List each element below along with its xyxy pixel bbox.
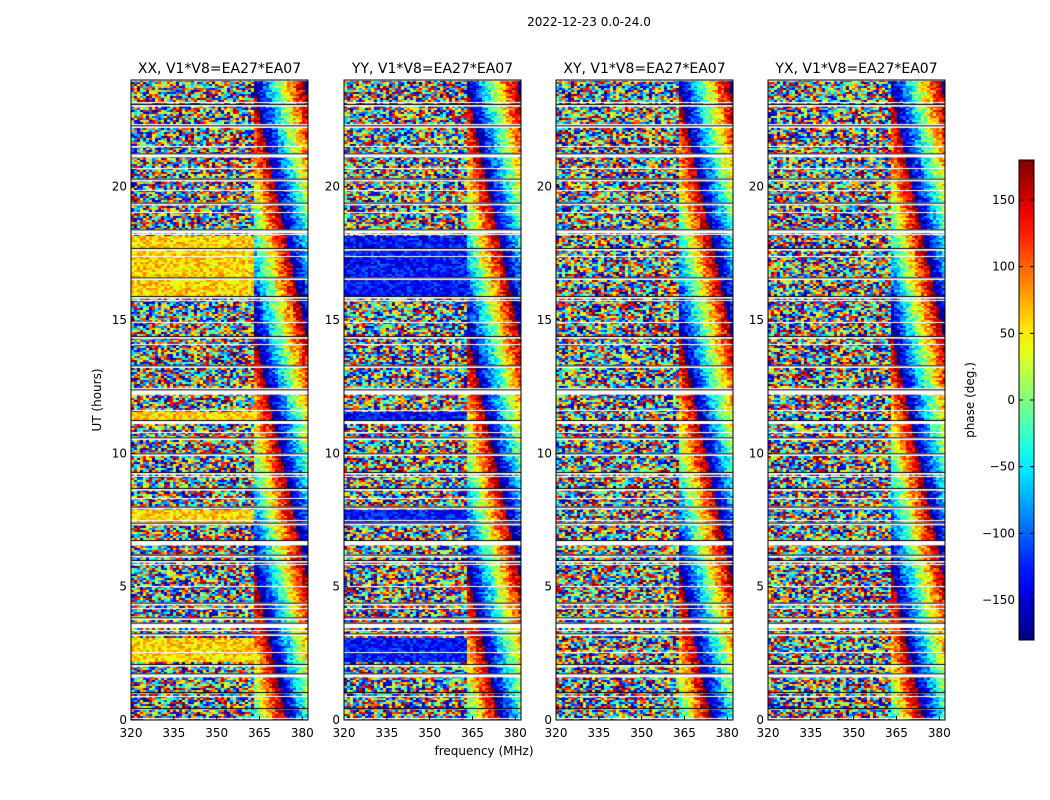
panel-3-ytick-label-0: 0: [756, 713, 764, 727]
panel-1-ytick-label-0: 0: [332, 713, 340, 727]
colorbar: 150 100 50 0 −50 −100 −150: [982, 159, 1035, 641]
colorbar-tick-label-0: 150: [992, 193, 1015, 207]
panel-0-heatmap: [131, 80, 308, 720]
panel-1-ytick-label-3: 15: [325, 313, 340, 327]
panel-0-ytick-label-2: 10: [112, 446, 127, 460]
panel-2-heatmap: [556, 80, 733, 720]
panel-2-ytick-label-1: 5: [544, 580, 552, 594]
panel-2-xtick-label-0: 320: [545, 726, 568, 740]
panel-3-heatmap: [768, 80, 945, 720]
panel-3-frame: [767, 79, 946, 721]
colorbar-tick-label-2: 50: [1000, 326, 1015, 340]
panel-0-frame: [130, 79, 309, 721]
x-axis-label: frequency (MHz): [434, 744, 533, 758]
colorbar-tick-label-5: −100: [982, 526, 1015, 540]
colorbar-tick-label-4: −50: [990, 460, 1015, 474]
panel-0-xtick-label-0: 320: [120, 726, 143, 740]
panel-0-xtick-label-2: 350: [205, 726, 228, 740]
panel-2-title: XY, V1*V8=EA27*EA07: [563, 61, 725, 77]
panel-2-xtick-label-2: 350: [630, 726, 653, 740]
panel-1-ytick-label-1: 5: [332, 580, 340, 594]
panel-3-title: YX, V1*V8=EA27*EA07: [774, 61, 937, 77]
panel-2-ytick-label-4: 20: [537, 180, 552, 194]
panels-group: XX, V1*V8=EA27*EA07 320 335 350 365 380 0 5 10 15…: [112, 61, 951, 740]
panel-1-xtick-label-1: 335: [375, 726, 398, 740]
panel-3-xtick-label-0: 320: [757, 726, 780, 740]
colorbar-tick-label-1: 100: [992, 260, 1015, 274]
panel-3-xtick-label-2: 350: [842, 726, 865, 740]
colorbar-label: phase (deg.): [963, 362, 977, 438]
panel-3-ytick-label-4: 20: [749, 180, 764, 194]
panel-1-xtick-label-4: 380: [504, 726, 527, 740]
figure-suptitle: 2022-12-23 0.0-24.0: [527, 15, 651, 29]
y-axis-label: UT (hours): [90, 368, 104, 431]
panel-1-frame: [343, 79, 522, 721]
panel-1-heatmap: [344, 80, 521, 720]
colorbar-tick-label-3: 0: [1007, 393, 1015, 407]
panel-2-ytick-label-0: 0: [544, 713, 552, 727]
panel-3-xtick-label-3: 365: [885, 726, 908, 740]
panel-2-ytick-label-3: 15: [537, 313, 552, 327]
panel-0: XX, V1*V8=EA27*EA07 320 335 350 365 380 0 5 10 15…: [112, 61, 314, 740]
panel-3-ytick-label-3: 15: [749, 313, 764, 327]
panel-2: XY, V1*V8=EA27*EA07 320 335 350 365 380 0 5 10 15…: [537, 61, 739, 740]
panel-0-ytick-label-4: 20: [112, 180, 127, 194]
panel-0-xtick-label-3: 365: [248, 726, 271, 740]
panel-3: YX, V1*V8=EA27*EA07 320 335 350 365 380 0 5 10 15…: [749, 61, 951, 740]
panel-1: YY, V1*V8=EA27*EA07 320 335 350 365 380 0 5 10 15…: [325, 61, 527, 740]
panel-0-ytick-label-3: 15: [112, 313, 127, 327]
panel-1-ytick-label-4: 20: [325, 180, 340, 194]
panel-1-xtick-label-2: 350: [418, 726, 441, 740]
panel-0-xtick-label-4: 380: [291, 726, 314, 740]
panel-2-frame: [555, 79, 734, 721]
panel-2-xtick-label-4: 380: [716, 726, 739, 740]
panel-1-xtick-label-3: 365: [461, 726, 484, 740]
panel-3-xtick-label-1: 335: [799, 726, 822, 740]
panel-0-ytick-label-0: 0: [119, 713, 127, 727]
panel-1-title: YY, V1*V8=EA27*EA07: [351, 61, 513, 77]
panel-0-ytick-label-1: 5: [119, 580, 127, 594]
panel-0-title: XX, V1*V8=EA27*EA07: [138, 61, 301, 77]
colorbar-tick-label-6: −150: [982, 593, 1015, 607]
panel-3-ytick-label-2: 10: [749, 446, 764, 460]
panel-2-xtick-label-1: 335: [587, 726, 610, 740]
panel-3-ytick-label-1: 5: [756, 580, 764, 594]
panel-1-xtick-label-0: 320: [333, 726, 356, 740]
panel-1-ytick-label-2: 10: [325, 446, 340, 460]
panel-0-xtick-label-1: 335: [162, 726, 185, 740]
panel-2-xtick-label-3: 365: [673, 726, 696, 740]
panel-3-xtick-label-4: 380: [928, 726, 951, 740]
panel-2-ytick-label-2: 10: [537, 446, 552, 460]
